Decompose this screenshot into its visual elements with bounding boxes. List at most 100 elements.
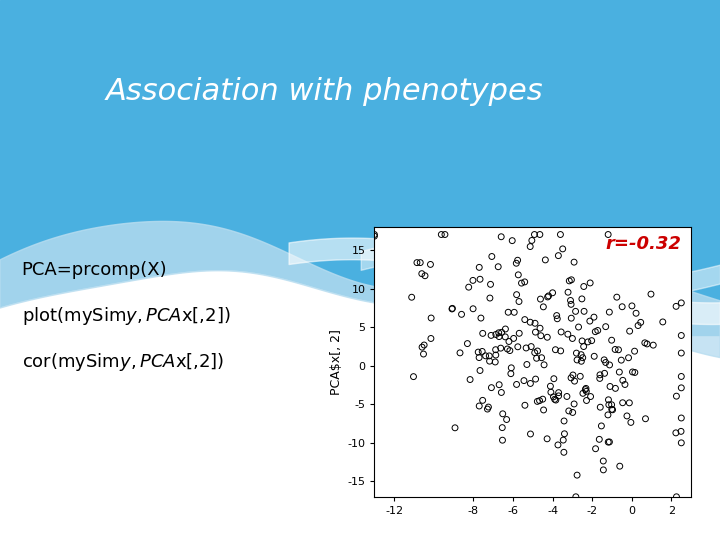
Point [538,406,549,414]
Point [598,355,610,364]
Point [477,396,488,404]
Point [624,399,635,407]
Point [675,299,687,307]
Point [539,361,550,369]
Point [670,392,682,401]
Point [416,343,428,352]
Point [567,408,578,417]
Point [513,297,525,306]
Point [599,369,611,377]
Point [473,353,485,362]
Point [490,346,501,354]
Point [415,258,426,267]
Point [525,379,536,388]
Point [446,304,458,313]
Point [497,436,508,444]
Point [503,337,515,346]
Point [559,429,570,438]
Point [572,471,583,480]
Point [603,308,615,316]
Point [418,341,430,349]
Point [496,328,508,336]
Point [534,324,546,333]
Point [482,405,493,414]
Point [647,341,659,349]
Point [449,423,461,432]
Point [576,336,588,345]
Point [581,396,593,405]
Point [480,352,491,360]
Point [600,322,611,331]
Point [519,278,531,286]
Point [486,383,498,392]
Point [580,387,592,396]
Point [493,328,505,337]
Point [474,402,485,410]
Point [497,423,508,432]
Text: plot(mySim$y,PCA$x[,2]): plot(mySim$y,PCA$x[,2]) [22,305,230,327]
Point [493,380,505,389]
Point [536,353,547,362]
Point [606,405,618,414]
Point [506,237,518,245]
Point [439,230,451,239]
Point [504,346,516,355]
Point [613,346,624,354]
Point [501,415,513,424]
Point [557,436,569,444]
Point [588,352,600,361]
Point [526,342,537,351]
Text: r=-0.32: r=-0.32 [606,235,682,253]
Point [526,236,538,245]
Point [548,374,559,383]
Point [502,345,513,353]
Point [541,435,553,443]
Point [598,465,609,474]
Point [508,308,520,316]
Point [538,302,549,311]
Point [578,282,590,291]
Point [609,345,621,354]
Point [510,380,522,389]
Point [603,438,614,447]
Point [575,372,586,381]
Point [563,407,575,415]
Point [508,334,519,343]
Point [550,396,562,404]
Point [416,269,428,278]
Y-axis label: PCA$x[, 2]: PCA$x[, 2] [330,329,343,395]
Point [524,318,536,327]
Point [495,344,506,353]
Point [519,315,531,324]
Point [425,260,436,269]
Point [567,370,579,379]
Point [675,383,687,392]
Point [632,321,644,330]
Point [426,314,437,322]
Point [577,353,588,362]
Point [531,354,542,362]
Point [475,314,487,322]
Point [446,305,458,313]
Point [534,230,546,239]
Point [576,295,588,303]
Point [600,358,611,367]
Point [616,356,627,364]
Point [562,288,574,296]
Point [562,330,574,339]
Point [553,388,564,397]
Point [614,462,626,470]
Point [619,380,631,389]
Point [484,352,495,360]
Point [639,339,651,347]
Point [544,382,556,390]
Point [558,417,570,426]
Point [521,343,532,352]
Point [546,288,558,297]
Point [462,339,473,348]
Point [485,280,496,289]
Point [549,395,560,403]
Point [551,311,562,320]
Point [464,375,476,384]
Point [490,350,502,359]
